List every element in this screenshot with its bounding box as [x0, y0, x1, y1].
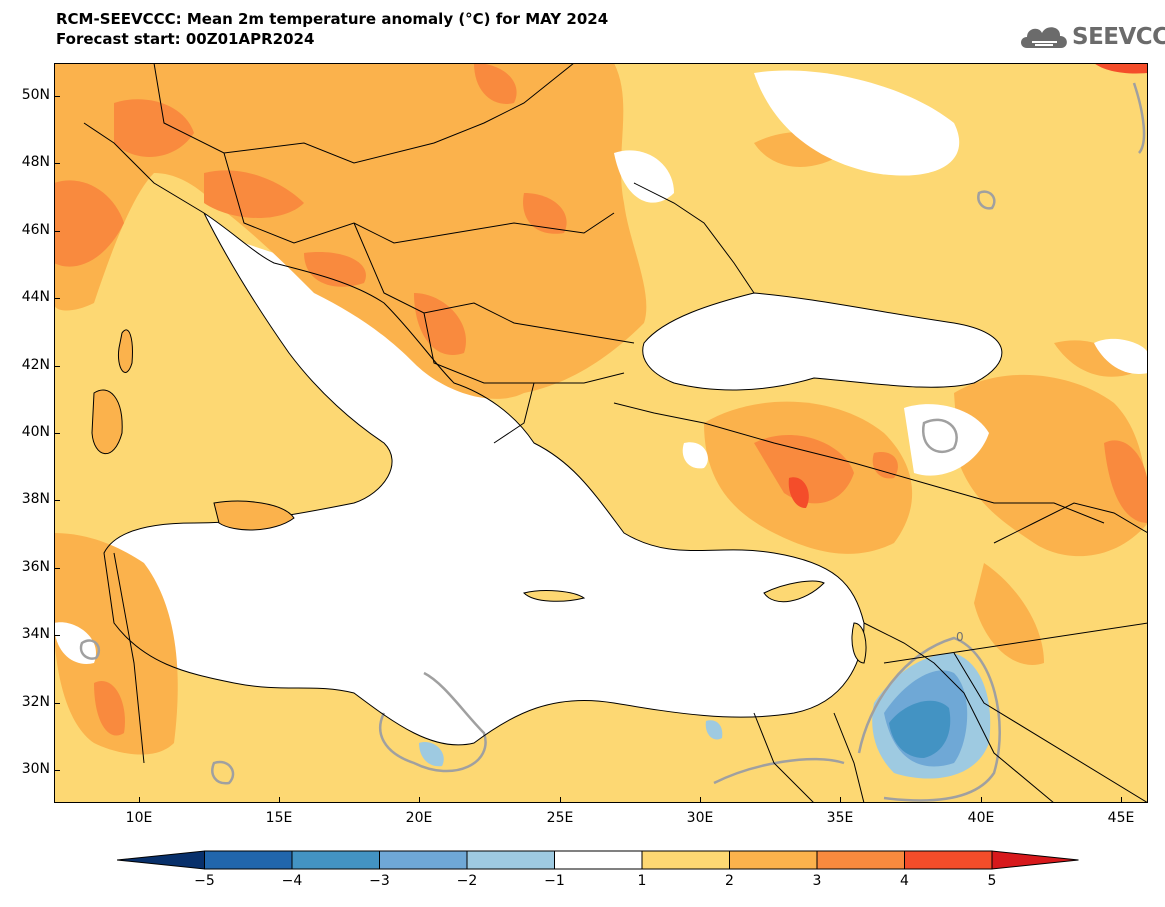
lon-label: 20E	[405, 810, 433, 826]
lat-label: 32N	[21, 694, 50, 710]
lon-tick	[139, 797, 140, 803]
logo-text: SEEVCCC	[1072, 24, 1165, 50]
colorbar-label: −2	[456, 873, 478, 889]
colorbar-segment	[379, 850, 468, 870]
lat-label: 30N	[21, 761, 50, 777]
zero-contours	[79, 82, 1146, 802]
negative-anomaly-region	[419, 653, 991, 779]
lat-label: 44N	[21, 289, 50, 305]
colorbar-label: 4	[900, 873, 909, 889]
lon-label: 45E	[1107, 810, 1135, 826]
colorbar-segment	[816, 850, 905, 870]
lat-label: 36N	[21, 559, 50, 575]
colorbar-segment	[641, 850, 730, 870]
colorbar-label: 2	[725, 873, 734, 889]
lon-label: 15E	[265, 810, 293, 826]
title-line-1: RCM-SEEVCCC: Mean 2m temperature anomaly…	[56, 10, 609, 28]
anomaly-3-4-fill	[54, 63, 1148, 736]
sea-area	[104, 213, 1002, 745]
colorbar-label: −5	[194, 873, 215, 889]
colorbar-segment	[554, 850, 643, 870]
lat-tick	[54, 298, 60, 299]
lat-label: 48N	[21, 154, 50, 170]
lat-tick	[54, 96, 60, 97]
lat-tick	[54, 366, 60, 367]
lat-tick	[54, 433, 60, 434]
colorbar-high-extend	[991, 850, 1079, 870]
lon-label: 30E	[686, 810, 714, 826]
colorbar-label: −3	[369, 873, 390, 889]
colorbar-label: 3	[812, 873, 822, 889]
colorbar-label: 5	[987, 873, 997, 889]
colorbar-segment	[204, 850, 293, 870]
title-line-2: Forecast start: 00Z01APR2024	[56, 30, 315, 48]
lon-label: 25E	[546, 810, 574, 826]
lat-label: 38N	[21, 491, 50, 507]
lon-tick	[1121, 797, 1122, 803]
colorbar-segment	[904, 850, 993, 870]
lat-label: 46N	[21, 222, 50, 238]
coastlines-borders	[83, 63, 1148, 803]
lon-label: 35E	[826, 810, 854, 826]
lat-tick	[54, 635, 60, 636]
lon-tick	[981, 797, 982, 803]
seevccc-logo: SEEVCCC	[1017, 20, 1165, 58]
zero-contour-label: 0	[956, 630, 964, 644]
colorbar	[117, 850, 1079, 870]
colorbar-label: −4	[281, 873, 303, 889]
lat-tick	[54, 703, 60, 704]
lat-label: 40N	[21, 424, 50, 440]
lat-tick	[54, 231, 60, 232]
lon-tick	[279, 797, 280, 803]
lat-label: 34N	[21, 626, 50, 642]
map-title: RCM-SEEVCCC: Mean 2m temperature anomaly…	[56, 9, 608, 49]
lat-label: 42N	[21, 357, 50, 373]
colorbar-segment	[291, 850, 380, 870]
lon-tick	[700, 797, 701, 803]
islands	[91, 329, 867, 664]
lon-label: 10E	[125, 810, 153, 826]
lon-tick	[840, 797, 841, 803]
colorbar-label: 1	[637, 873, 647, 889]
colorbar-segment	[466, 850, 555, 870]
cloud-icon	[1021, 27, 1067, 48]
colorbar-segment	[729, 850, 818, 870]
lat-tick	[54, 163, 60, 164]
colorbar-low-extend	[117, 850, 205, 870]
lat-tick	[54, 568, 60, 569]
lon-label: 40E	[967, 810, 995, 826]
lat-tick	[54, 770, 60, 771]
lon-tick	[419, 797, 420, 803]
lat-label: 50N	[21, 87, 50, 103]
temperature-anomaly-map: 0	[54, 63, 1148, 803]
colorbar-label: −1	[544, 873, 565, 889]
lat-tick	[54, 500, 60, 501]
anomaly-4-5-fill	[788, 63, 1148, 509]
lon-tick	[560, 797, 561, 803]
